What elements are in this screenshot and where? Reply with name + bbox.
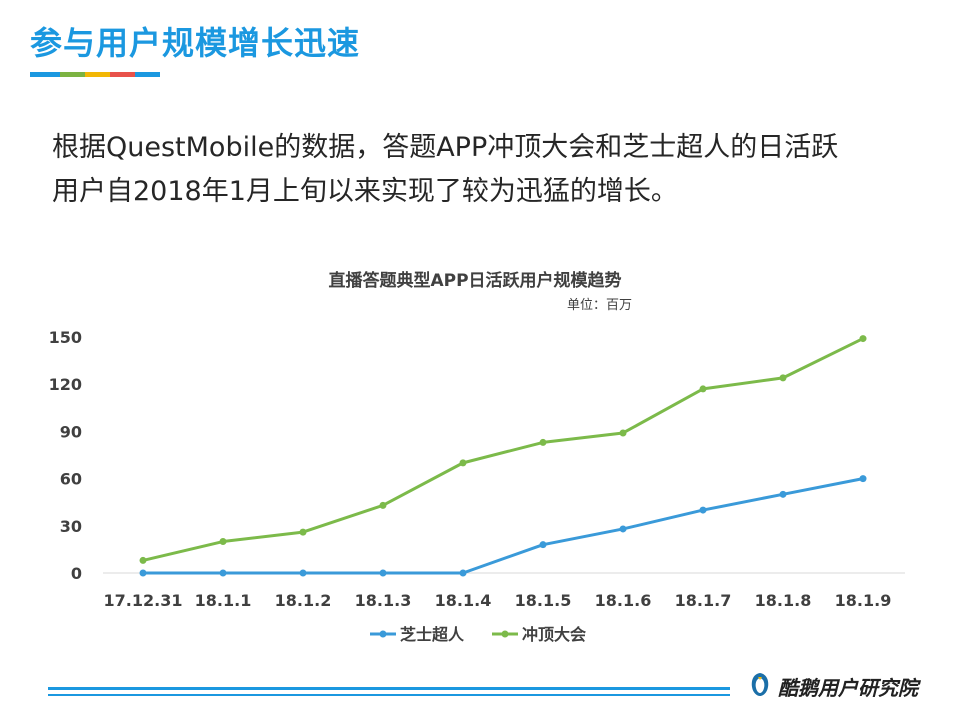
x-axis: 17.12.31 18.1.1 18.1.2 18.1.3 18.1.4 18.1.5 18… — [104, 591, 892, 610]
data-point — [379, 501, 387, 509]
x-tick-label: 18.1.4 — [435, 591, 492, 610]
x-tick-label: 18.1.5 — [515, 591, 572, 610]
y-tick-label: 60 — [60, 470, 82, 489]
x-tick-label: 18.1.7 — [675, 591, 732, 610]
x-tick-label: 18.1.9 — [835, 591, 892, 610]
series-line — [141, 337, 865, 562]
footer-line-thin — [48, 694, 730, 696]
dau-line-chart: 直播答题典型APP日活跃用户规模趋势 单位：百万 0 30 60 90 120 150 1… — [49, 270, 905, 644]
data-point — [139, 556, 147, 564]
penguin-logo-icon — [748, 671, 772, 701]
data-point — [379, 569, 387, 577]
data-point — [619, 525, 627, 533]
data-point — [219, 538, 227, 546]
x-tick-label: 18.1.1 — [195, 591, 252, 610]
data-point — [299, 528, 307, 536]
data-point — [619, 429, 627, 437]
x-tick-label: 18.1.8 — [755, 591, 812, 610]
data-point — [539, 541, 547, 549]
underline-segment — [85, 72, 110, 77]
x-tick-label: 18.1.6 — [595, 591, 652, 610]
data-point — [459, 569, 467, 577]
data-point — [699, 506, 707, 514]
underline-segment — [30, 72, 60, 77]
data-point — [219, 569, 227, 577]
intro-line-2: 用户自2018年1月上旬以来实现了较为迅猛的增长。 — [52, 176, 678, 207]
legend-marker — [501, 630, 509, 638]
legend-label: 芝士超人 — [400, 625, 465, 644]
legend-label: 冲顶大会 — [522, 625, 586, 644]
data-point — [779, 374, 787, 382]
data-point — [539, 438, 547, 446]
title-underline — [30, 72, 160, 77]
series-layer — [139, 335, 867, 577]
data-point — [859, 335, 867, 343]
y-tick-label: 30 — [60, 517, 82, 536]
y-axis: 0 30 60 90 120 150 — [49, 328, 82, 583]
x-tick-label: 18.1.2 — [275, 591, 332, 610]
data-point — [459, 459, 467, 467]
chart-title: 直播答题典型APP日活跃用户规模趋势 — [328, 270, 621, 291]
y-tick-label: 0 — [71, 564, 82, 583]
x-tick-label: 18.1.3 — [355, 591, 412, 610]
brand: 酷鹅用户研究院 — [748, 671, 918, 701]
data-point — [299, 569, 307, 577]
data-point — [859, 475, 867, 483]
intro-text: 根据QuestMobile的数据，答题APP冲顶大会和芝士超人的日活跃 用户自2… — [52, 126, 922, 214]
data-point — [779, 490, 787, 498]
y-tick-label: 120 — [49, 375, 82, 394]
y-tick-label: 90 — [60, 422, 82, 441]
underline-segment — [135, 72, 160, 77]
footer-line-thick — [48, 687, 730, 690]
y-tick-label: 150 — [49, 328, 82, 347]
slide-title: 参与用户规模增长迅速 — [30, 24, 361, 62]
x-tick-label: 17.12.31 — [104, 591, 183, 610]
chart-legend: 芝士超人 冲顶大会 — [370, 625, 586, 644]
intro-line-1: 根据QuestMobile的数据，答题APP冲顶大会和芝士超人的日活跃 — [52, 132, 839, 163]
underline-segment — [60, 72, 85, 77]
chart-subtitle: 单位：百万 — [567, 298, 632, 313]
data-point — [139, 569, 147, 577]
series-line — [141, 477, 865, 575]
brand-name: 酷鹅用户研究院 — [778, 675, 918, 700]
legend-marker — [379, 630, 387, 638]
underline-segment — [110, 72, 135, 77]
data-point — [699, 385, 707, 393]
